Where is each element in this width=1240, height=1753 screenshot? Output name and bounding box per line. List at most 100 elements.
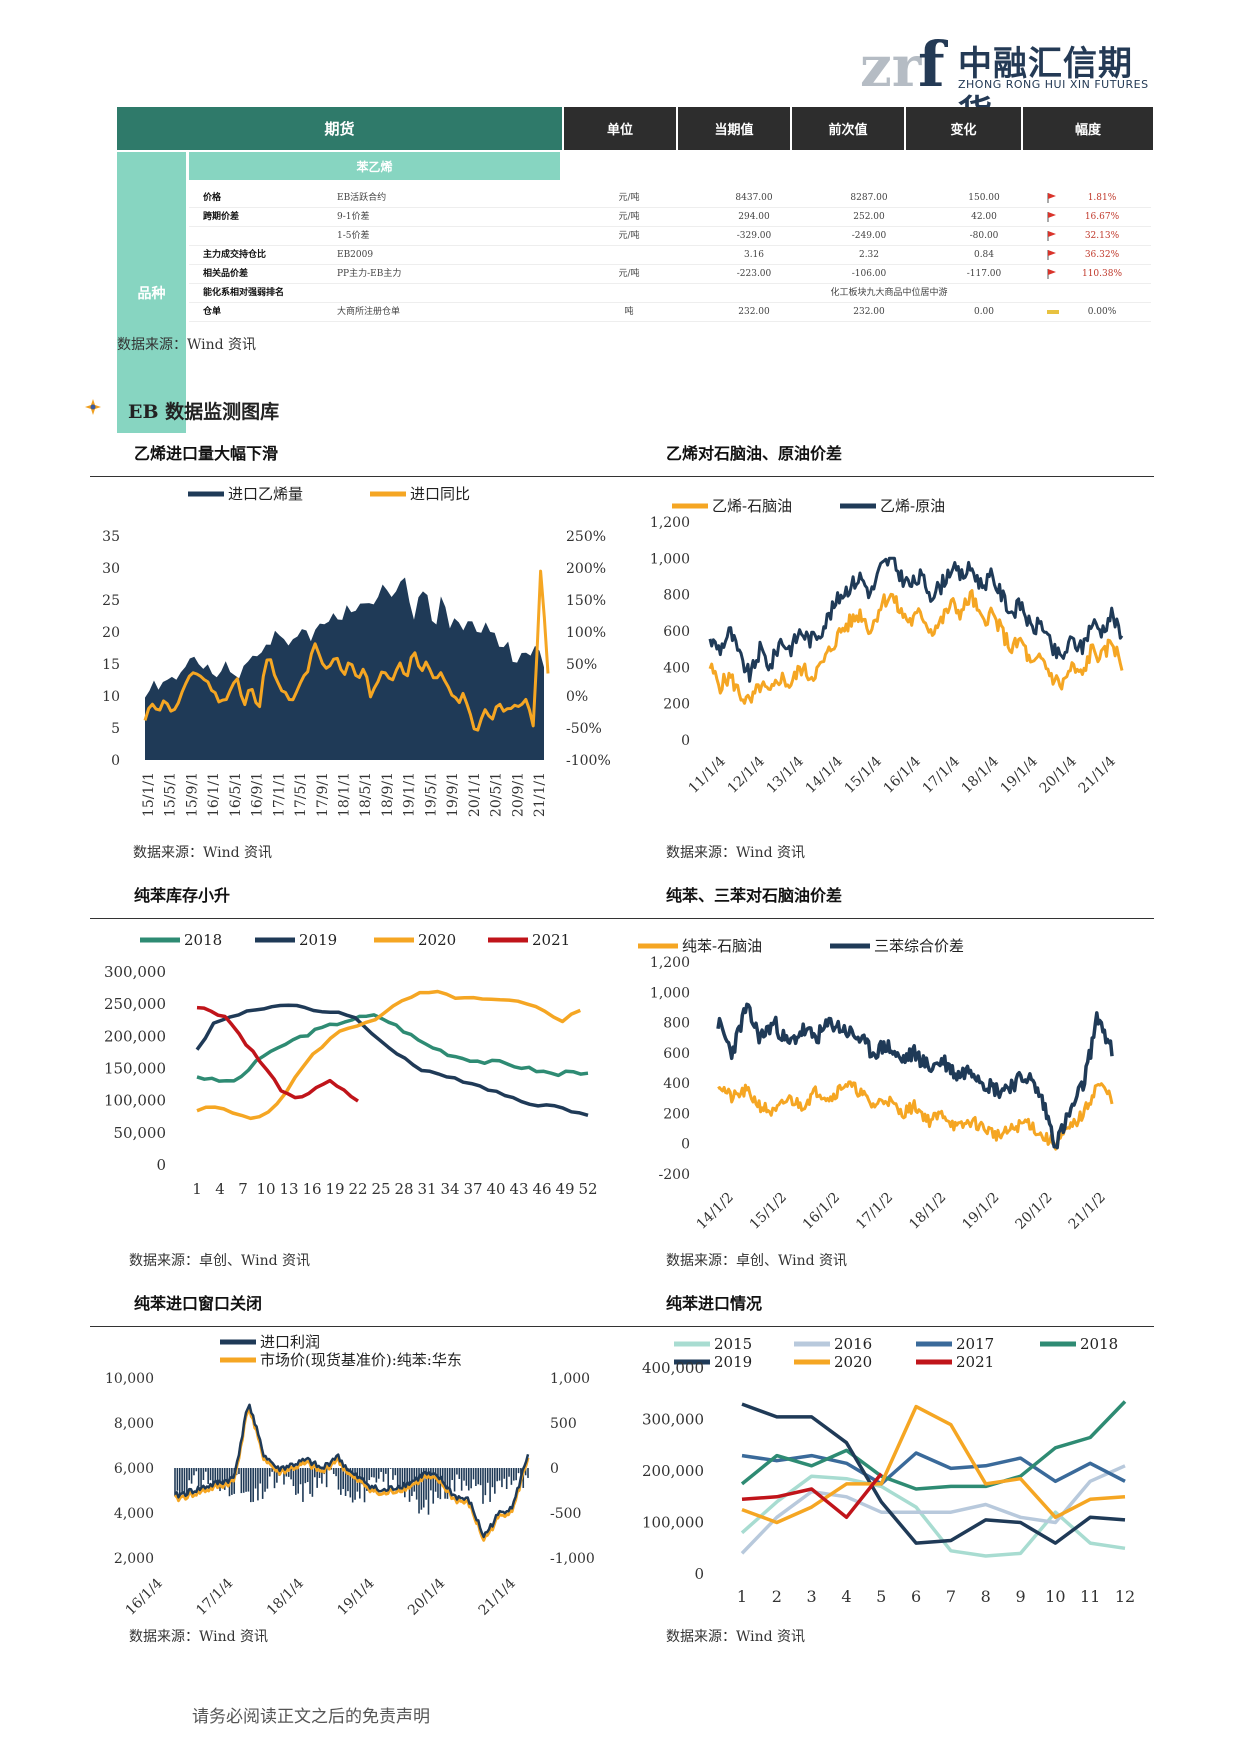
x-tick: 12 (1115, 1587, 1135, 1606)
legend-2018-label: 2018 (1080, 1335, 1118, 1353)
legend-2021-label: 2021 (532, 931, 570, 949)
import-volume-area (145, 577, 544, 760)
row-item: 大商所注册仓单 (337, 307, 401, 317)
row-previous: 8287.00 (850, 193, 888, 203)
benzene-spread-line (717, 1080, 1114, 1151)
x-tick: 28 (394, 1180, 413, 1198)
chart4-source: 数据来源：卓创、Wind 资讯 (666, 1253, 848, 1269)
row-item: EB2009 (337, 250, 374, 260)
x-tick: 8 (981, 1587, 991, 1606)
y-tick: -200 (659, 1167, 690, 1183)
y-tick: 100,000 (104, 1092, 166, 1110)
row-current: -223.00 (736, 269, 772, 279)
row-unit: 元/吨 (618, 212, 640, 222)
y-right-tick: 500 (550, 1416, 577, 1432)
legend-import-label: 进口乙烯量 (228, 485, 303, 503)
x-tick: 10 (1045, 1587, 1065, 1606)
x-tick: 16 (302, 1180, 321, 1198)
y-tick: 600 (663, 1046, 690, 1062)
row-name: 价格 (203, 193, 222, 203)
row-unit: 吨 (624, 307, 634, 317)
row-current: 294.00 (738, 212, 770, 222)
company-logo: zr f 中融汇信期货 ZHONG RONG HUI XIN FUTURES (860, 28, 1160, 133)
row-previous: -106.00 (851, 269, 887, 279)
x-tick-label: 17/1/4 (193, 1575, 236, 1618)
y-tick: 1,200 (650, 515, 690, 531)
x-tick: 1 (192, 1180, 202, 1198)
row-change: -117.00 (966, 269, 1002, 279)
red-flag-icon (1047, 189, 1061, 210)
row-name: 跨期价差 (203, 212, 240, 222)
product-label: 苯乙烯 (189, 152, 560, 180)
section-bullet-icon (84, 398, 102, 416)
row-item: 1-5价差 (337, 231, 370, 241)
y-tick: 1,200 (650, 955, 690, 971)
row-previous: 232.00 (853, 307, 885, 317)
chart3-benzene-inventory: 2018 2019 2020 2021 0 50,000 100,000 150,000 200… (104, 931, 598, 1198)
y-tick: 50,000 (114, 1124, 167, 1142)
x-tick-label: 16/1/4 (881, 753, 924, 796)
crude-spread-line (708, 556, 1124, 683)
y-right-tick: 0 (550, 1461, 559, 1477)
y-tick: 0 (694, 1565, 704, 1583)
y-tick: 100,000 (642, 1514, 704, 1532)
disclaimer: 请务必阅读正文之后的免责声明 (192, 1707, 430, 1727)
row-note: 化工板块九大商品中位居中游 (830, 288, 948, 298)
x-tick-label: 21/1/4 (1076, 753, 1119, 796)
row-item: EB活跃合约 (337, 193, 387, 203)
y-right-tick: 100% (566, 625, 606, 641)
x-tick-label: 16/5/1 (228, 772, 244, 817)
row-current: 8437.00 (735, 193, 773, 203)
x-tick-label: 20/5/1 (489, 772, 505, 817)
y-left-tick: 2,000 (114, 1551, 154, 1567)
y-tick: 400,000 (642, 1359, 704, 1377)
x-tick-label: 16/1/2 (800, 1190, 843, 1233)
x-tick: 43 (509, 1180, 528, 1198)
x-tick-label: 17/9/1 (315, 772, 331, 817)
x-tick-label: 19/1/2 (959, 1190, 1002, 1233)
y-left-tick: 5 (111, 721, 120, 737)
x-tick: 40 (486, 1180, 505, 1198)
x-tick: 3 (807, 1587, 817, 1606)
table-row: 主力成交持仓比 EB2009 3.16 2.32 0.84 36.32% (189, 246, 1151, 265)
chart3-title: 纯苯库存小升 (134, 886, 231, 905)
x-tick: 6 (911, 1587, 921, 1606)
y-right-tick: 0% (566, 689, 588, 705)
header-pct: 幅度 (1023, 107, 1153, 150)
y-tick: 200,000 (642, 1462, 704, 1480)
y-tick: 300,000 (642, 1411, 704, 1429)
row-name: 主力成交持仓比 (203, 250, 267, 260)
company-name-en: ZHONG RONG HUI XIN FUTURES (958, 78, 1149, 91)
row-current: 232.00 (738, 307, 770, 317)
row-name: 仓单 (203, 307, 222, 317)
x-tick-label: 18/1/2 (906, 1190, 949, 1233)
table-row: 仓单 大商所注册仓单 吨 232.00 232.00 0.00 0.00% (189, 303, 1151, 322)
chart1-import-ethylene: 进口乙烯量 进口同比 0 5 10 15 20 25 30 35 -100% -50% 0% 50% 100… (102, 485, 611, 817)
x-tick: 9 (1015, 1587, 1025, 1606)
legend-market-price-label: 市场价(现货基准价):纯苯:华东 (260, 1351, 462, 1369)
side-label: 品种 (117, 152, 186, 433)
naphtha-spread-line (708, 589, 1124, 705)
divider (90, 1326, 1154, 1327)
x-tick: 46 (532, 1180, 551, 1198)
header-previous: 前次值 (792, 107, 904, 150)
table-source: 数据来源：Wind 资讯 (117, 337, 257, 353)
header-unit: 单位 (564, 107, 676, 150)
y-left-tick: 8,000 (114, 1416, 154, 1432)
y-right-tick: 50% (566, 657, 597, 673)
series-2017 (741, 1451, 1126, 1486)
row-name: 能化系相对强弱排名 (203, 288, 285, 298)
divider (90, 476, 1154, 477)
chart3-source: 数据来源：卓创、Wind 资讯 (129, 1253, 311, 1269)
header-futures: 期货 (117, 107, 562, 150)
three-benzene-line (716, 1002, 1114, 1150)
series-2021 (741, 1472, 883, 1520)
y-tick: 0 (681, 1137, 690, 1153)
x-tick-label: 18/9/1 (380, 772, 396, 817)
row-change: -80.00 (969, 231, 999, 241)
y-right-tick: -100% (566, 753, 611, 769)
row-current: -329.00 (736, 231, 772, 241)
legend-2019-label: 2019 (714, 1353, 752, 1371)
legend-yoy-label: 进口同比 (410, 485, 470, 503)
y-left-tick: 30 (102, 561, 120, 577)
